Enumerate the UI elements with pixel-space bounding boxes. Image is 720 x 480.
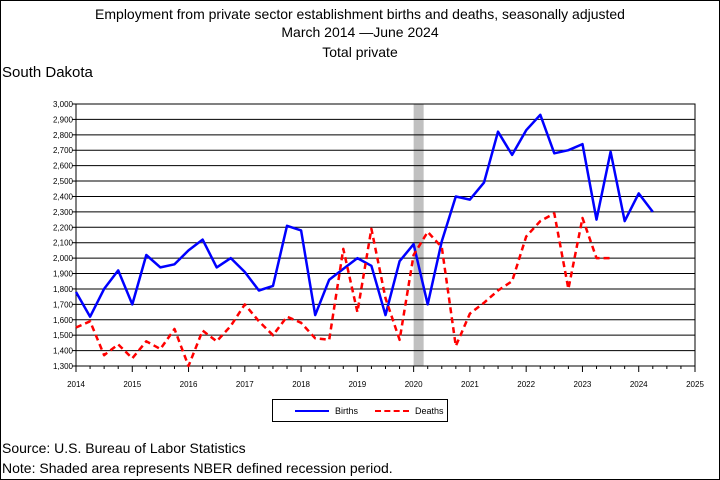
series-layer [74, 113, 654, 368]
series-title: Total private [322, 44, 398, 60]
chart-title: Employment from private sector establish… [95, 6, 625, 22]
y-tick-label: 2,400 [53, 192, 74, 201]
series-line-deaths [75, 212, 611, 368]
y-tick-label: 2,800 [53, 131, 74, 140]
legend-item-births: Births [295, 400, 358, 421]
region-label: South Dakota [2, 64, 93, 81]
x-tick-label: 2019 [348, 380, 366, 389]
x-tick-label: 2018 [292, 380, 310, 389]
plot-border [75, 103, 696, 367]
y-tick-label: 2,100 [53, 239, 74, 248]
legend-label-births: Births [335, 405, 359, 416]
y-tick-label: 1,400 [53, 347, 74, 356]
date-range: March 2014 —June 2024 [281, 24, 439, 40]
recession-note: Note: Shaded area represents NBER define… [2, 460, 393, 476]
x-tick-label: 2020 [405, 380, 423, 389]
y-tick-label: 2,500 [53, 177, 74, 186]
y-tick-label: 2,600 [53, 162, 74, 171]
y-tick-label: 1,600 [53, 316, 74, 325]
legend-swatch-births [295, 409, 329, 412]
x-tick-label: 2023 [574, 380, 592, 389]
x-tick-label: 2016 [180, 380, 198, 389]
x-tick-label: 2024 [630, 380, 648, 389]
y-tick-label: 2,300 [53, 208, 74, 217]
legend: Births Deaths [272, 399, 448, 422]
x-tick-label: 2015 [123, 380, 141, 389]
recession-band [413, 104, 424, 366]
axis-layer: 1,300 1,400 1,500 1,600 1,700 1,800 1,900 2,000… [53, 100, 704, 389]
x-tick-label: 2017 [236, 380, 254, 389]
y-tick-label: 1,500 [53, 331, 74, 340]
x-tick-label: 2021 [461, 380, 479, 389]
y-tick-label: 2,000 [53, 254, 74, 263]
y-tick-label: 1,900 [53, 270, 74, 279]
x-tick-label: 2014 [67, 380, 85, 389]
x-tick-label: 2022 [517, 380, 535, 389]
series-line-births [74, 113, 654, 318]
recession-band-layer [413, 104, 424, 366]
y-tick-label: 3,000 [53, 100, 74, 109]
legend-item-deaths: Deaths [375, 400, 444, 421]
y-tick-label: 1,300 [53, 362, 74, 371]
legend-swatch-deaths [375, 409, 409, 412]
grid-layer [76, 103, 695, 367]
y-tick-label: 2,700 [53, 146, 74, 155]
x-tick-label: 2025 [686, 380, 704, 389]
legend-label-deaths: Deaths [415, 405, 444, 416]
y-tick-label: 1,700 [53, 300, 74, 309]
y-tick-label: 2,200 [53, 223, 74, 232]
y-tick-label: 1,800 [53, 285, 74, 294]
y-tick-label: 2,900 [53, 115, 74, 124]
source-note: Source: U.S. Bureau of Labor Statistics [2, 440, 246, 456]
